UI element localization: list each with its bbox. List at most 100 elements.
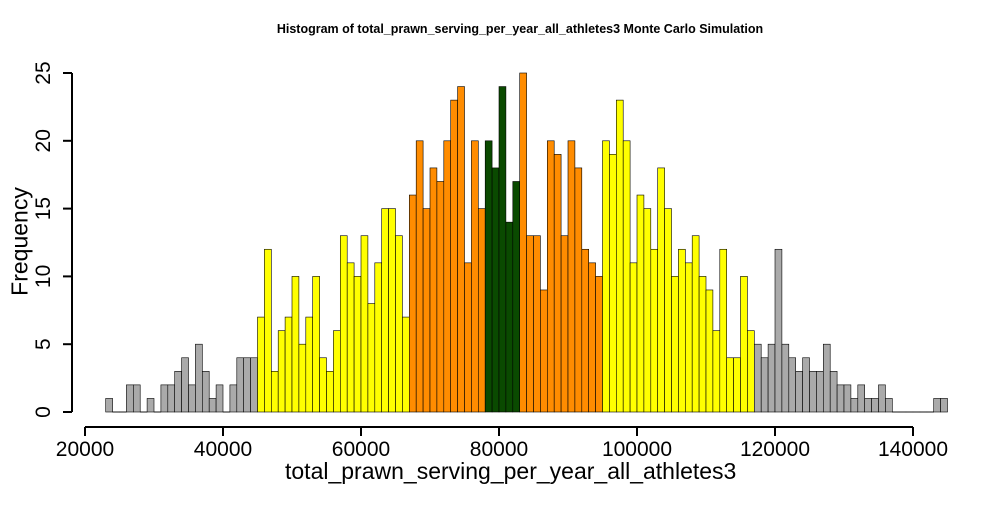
histogram-bar <box>306 317 313 412</box>
histogram-bar <box>333 331 340 412</box>
histogram-bar <box>582 249 589 412</box>
histogram-bar <box>816 371 823 412</box>
histogram-bar <box>485 141 492 412</box>
histogram-bar <box>692 236 699 412</box>
histogram-bar <box>865 398 872 412</box>
histogram-bar <box>616 100 623 412</box>
histogram-bar <box>299 344 306 412</box>
histogram-bar <box>396 236 403 412</box>
histogram-bar <box>789 358 796 412</box>
y-axis-label: Frequency <box>7 182 34 302</box>
histogram-bar <box>603 141 610 412</box>
histogram-bar <box>340 236 347 412</box>
histogram-bar <box>465 263 472 412</box>
histogram-bar <box>478 209 485 412</box>
histogram-bar <box>375 263 382 412</box>
histogram-bar <box>554 154 561 412</box>
histogram-bar <box>161 385 168 412</box>
histogram-bar <box>216 385 223 412</box>
histogram-bar <box>471 141 478 412</box>
histogram-bar <box>706 290 713 412</box>
histogram-bar <box>168 385 175 412</box>
histogram-bar <box>713 331 720 412</box>
histogram-bar <box>402 317 409 412</box>
histogram-bar <box>872 398 879 412</box>
histogram-bar <box>458 87 465 412</box>
histogram-bar <box>189 385 196 412</box>
histogram-bar <box>885 398 892 412</box>
histogram-bar <box>803 358 810 412</box>
histogram-bar <box>534 236 541 412</box>
histogram-bar <box>513 181 520 412</box>
histogram-bar <box>278 331 285 412</box>
histogram-bar <box>106 398 113 412</box>
histogram-bar <box>775 249 782 412</box>
histogram-bar <box>133 385 140 412</box>
y-tick-label: 15 <box>32 197 55 220</box>
histogram-bar <box>851 398 858 412</box>
histogram-bar <box>327 371 334 412</box>
histogram-bar <box>754 344 761 412</box>
x-axis-label: total_prawn_serving_per_year_all_athlete… <box>285 458 736 485</box>
y-tick-label: 25 <box>32 61 55 84</box>
histogram-bar <box>264 249 271 412</box>
histogram-bar <box>630 263 637 412</box>
histogram-bar <box>202 371 209 412</box>
y-tick-label: 5 <box>32 338 55 350</box>
histogram-bar <box>237 358 244 412</box>
histogram-bar <box>810 371 817 412</box>
histogram-bar <box>209 398 216 412</box>
histogram-bar <box>609 154 616 412</box>
y-tick-label: 20 <box>32 129 55 152</box>
histogram-bar <box>347 263 354 412</box>
histogram-bar <box>879 385 886 412</box>
x-tick-label: 20000 <box>56 438 114 461</box>
histogram-bar <box>823 344 830 412</box>
chart-title: Histogram of total_prawn_serving_per_yea… <box>0 22 1000 36</box>
histogram-bar <box>768 344 775 412</box>
histogram-bar <box>313 276 320 412</box>
histogram-bar <box>844 385 851 412</box>
histogram-bar <box>520 73 527 412</box>
histogram-bar <box>540 290 547 412</box>
histogram-bar <box>292 276 299 412</box>
histogram-bar <box>244 358 251 412</box>
histogram-bar <box>285 317 292 412</box>
histogram-bar <box>672 276 679 412</box>
histogram-bar <box>182 358 189 412</box>
histogram-bar <box>623 141 630 412</box>
histogram-bar <box>678 249 685 412</box>
histogram-bar <box>382 209 389 412</box>
histogram-bar <box>251 358 258 412</box>
histogram-bar <box>258 317 265 412</box>
histogram-bar <box>320 358 327 412</box>
histogram-bar <box>651 249 658 412</box>
histogram-bar <box>368 304 375 412</box>
histogram-bar <box>589 263 596 412</box>
histogram-bar <box>934 398 941 412</box>
histogram-bar <box>837 385 844 412</box>
histogram-bar <box>175 371 182 412</box>
histogram-bar <box>644 209 651 412</box>
histogram-bar <box>941 398 948 412</box>
histogram-bar <box>195 344 202 412</box>
histogram-bar <box>575 168 582 412</box>
histogram-bar <box>506 222 513 412</box>
histogram-bar <box>389 209 396 412</box>
histogram-bar <box>699 276 706 412</box>
histogram-bar <box>354 276 361 412</box>
histogram-bar <box>734 358 741 412</box>
histogram-bar <box>271 371 278 412</box>
histogram-bar <box>568 141 575 412</box>
histogram-bar <box>727 358 734 412</box>
histogram-bar <box>858 385 865 412</box>
histogram-bar <box>409 195 416 412</box>
histogram-bar <box>741 276 748 412</box>
histogram-bar <box>499 87 506 412</box>
histogram-bar <box>423 209 430 412</box>
histogram-bar <box>782 344 789 412</box>
histogram-bar <box>416 141 423 412</box>
histogram-bar <box>761 358 768 412</box>
